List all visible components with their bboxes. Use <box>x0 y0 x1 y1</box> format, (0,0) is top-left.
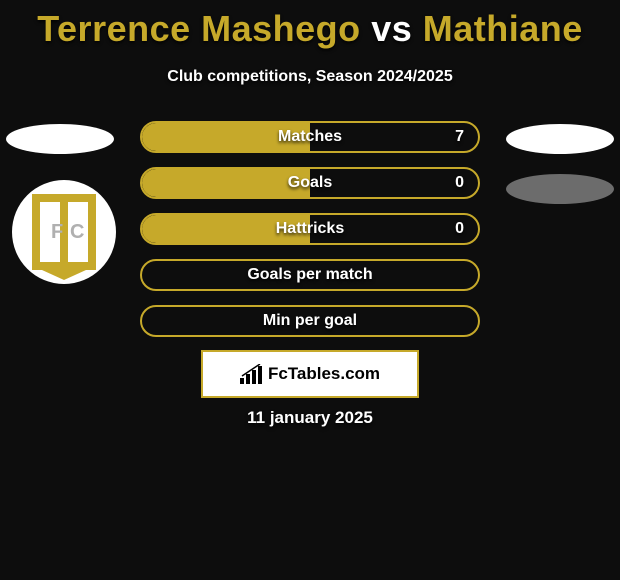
stat-fill-player1 <box>142 169 310 197</box>
player2-club-placeholder <box>506 174 614 204</box>
stat-label: Matches <box>278 128 342 146</box>
stat-row: Goals per match <box>140 259 480 291</box>
player1-name: Terrence Mashego <box>37 8 360 49</box>
subtitle: Club competitions, Season 2024/2025 <box>0 68 620 86</box>
stat-value-right: 0 <box>455 174 464 192</box>
player1-club-badge: F C <box>12 180 116 284</box>
stat-value-right: 0 <box>455 220 464 238</box>
player2-portrait-placeholder <box>506 124 614 154</box>
stat-row: Min per goal <box>140 305 480 337</box>
stat-label: Goals <box>288 174 332 192</box>
stat-value-right: 7 <box>455 128 464 146</box>
date: 11 january 2025 <box>0 408 620 428</box>
stats-comparison: Matches 7 Goals 0 Hattricks 0 Goals per match M… <box>140 121 480 351</box>
chart-icon <box>240 364 264 384</box>
vs-text: vs <box>371 8 412 49</box>
stat-label: Goals per match <box>247 266 372 284</box>
stat-label: Min per goal <box>263 312 357 330</box>
stat-label: Hattricks <box>276 220 344 238</box>
page-title: Terrence Mashego vs Mathiane <box>0 0 620 50</box>
stat-row: Hattricks 0 <box>140 213 480 245</box>
player2-name: Mathiane <box>423 8 583 49</box>
player1-portrait-placeholder <box>6 124 114 154</box>
brand-box: FcTables.com <box>201 350 419 398</box>
svg-text:C: C <box>70 221 84 243</box>
stat-row: Goals 0 <box>140 167 480 199</box>
svg-text:F: F <box>51 221 63 243</box>
brand-text: FcTables.com <box>268 364 380 384</box>
stat-row: Matches 7 <box>140 121 480 153</box>
